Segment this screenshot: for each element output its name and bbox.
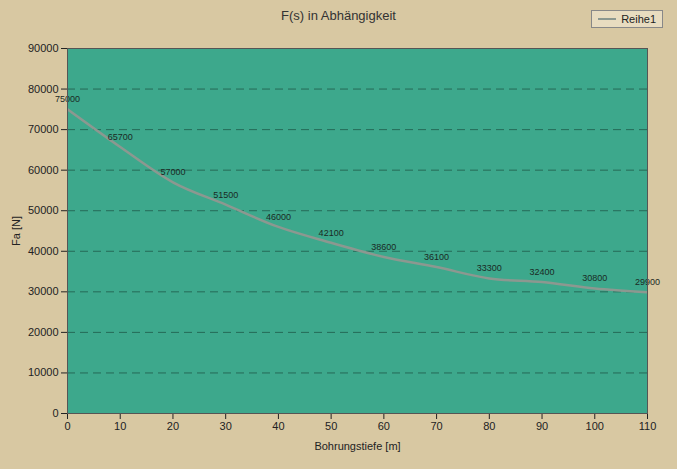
html-text:F(s) in Abhängigkeit: F(s) in Abhängigkeit — [281, 8, 396, 23]
svg-text:60: 60 — [378, 420, 390, 432]
svg-text:50: 50 — [325, 420, 337, 432]
svg-text:90: 90 — [536, 420, 548, 432]
svg-text:100: 100 — [586, 420, 604, 432]
svg-text:38600: 38600 — [371, 242, 396, 252]
svg-text:70000: 70000 — [28, 123, 59, 135]
svg-text:40: 40 — [272, 420, 284, 432]
svg-text:46000: 46000 — [266, 212, 291, 222]
svg-text:30: 30 — [220, 420, 232, 432]
svg-text:50000: 50000 — [28, 204, 59, 216]
svg-text:20: 20 — [167, 420, 179, 432]
html-text:Reihe1: Reihe1 — [621, 13, 656, 25]
svg-text:57000: 57000 — [160, 167, 185, 177]
svg-text:10000: 10000 — [28, 366, 59, 378]
svg-text:40000: 40000 — [28, 245, 59, 257]
svg-text:70: 70 — [430, 420, 442, 432]
svg-text:30800: 30800 — [582, 273, 607, 283]
svg-text:51500: 51500 — [213, 190, 238, 200]
svg-text:29900: 29900 — [635, 277, 660, 288]
svg-text:110: 110 — [639, 420, 657, 432]
svg-text:30000: 30000 — [28, 285, 59, 297]
svg-text:80: 80 — [483, 420, 495, 432]
svg-text:90000: 90000 — [28, 42, 59, 54]
svg-text:10: 10 — [114, 420, 126, 432]
svg-text:33300: 33300 — [477, 263, 502, 273]
svg-text:65700: 65700 — [108, 132, 133, 142]
svg-text:0: 0 — [64, 420, 70, 432]
svg-text:36100: 36100 — [424, 252, 449, 262]
svg-text:75000: 75000 — [55, 94, 80, 105]
svg-text:Bohrungstiefe [m]: Bohrungstiefe [m] — [314, 440, 400, 452]
svg-text:80000: 80000 — [28, 83, 59, 95]
svg-text:60000: 60000 — [28, 164, 59, 176]
svg-text:32400: 32400 — [530, 267, 555, 277]
svg-text:0: 0 — [52, 407, 58, 419]
svg-text:20000: 20000 — [28, 326, 59, 338]
svg-text:42100: 42100 — [319, 228, 344, 238]
svg-text:Fa [N]: Fa [N] — [10, 216, 22, 246]
